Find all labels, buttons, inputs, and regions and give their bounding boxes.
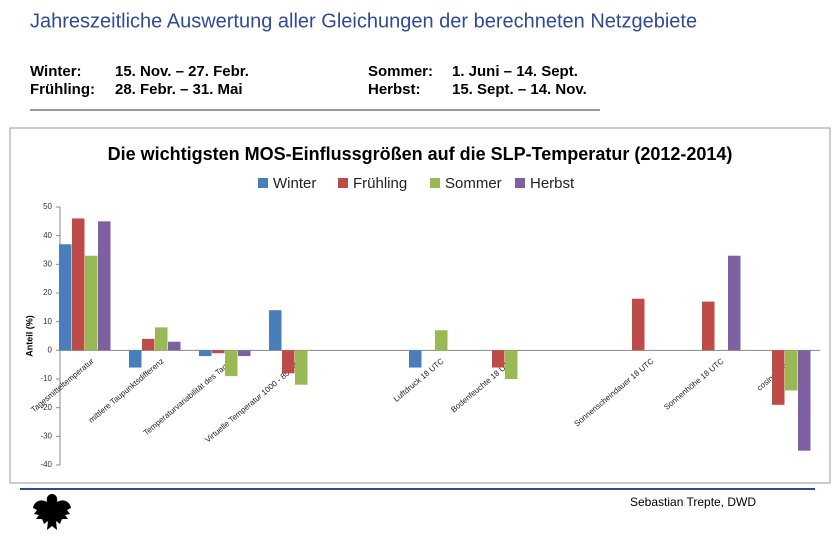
bar	[295, 350, 308, 385]
bar	[505, 350, 518, 379]
legend-label: Sommer	[445, 175, 502, 192]
bar	[238, 350, 251, 357]
bar	[155, 327, 168, 351]
bar	[212, 350, 225, 354]
season-range: 15. Sept. – 14. Nov.	[452, 81, 587, 98]
legend-swatch	[338, 178, 348, 188]
y-tick-label: 40	[43, 231, 52, 240]
season-name: Sommer:	[368, 63, 433, 80]
y-tick-label: -40	[40, 460, 52, 469]
legend-label: Frühling	[353, 175, 407, 192]
season-range: 1. Juni – 14. Sept.	[452, 63, 578, 80]
y-tick-label: 20	[43, 288, 52, 297]
y-tick-label: -20	[40, 403, 52, 412]
bar	[85, 255, 98, 351]
y-tick-label: -30	[40, 431, 52, 440]
season-range: 15. Nov. – 27. Febr.	[115, 63, 249, 80]
bar	[728, 255, 741, 351]
bar	[225, 350, 238, 377]
bar	[798, 350, 811, 451]
bar	[129, 350, 142, 368]
bar	[168, 341, 181, 351]
footer-text: Sebastian Trepte, DWD	[630, 495, 756, 509]
bar	[702, 301, 715, 351]
legend-label: Herbst	[530, 175, 575, 192]
bar	[772, 350, 785, 405]
chart-title: Die wichtigsten MOS-Einflussgrößen auf d…	[108, 144, 733, 164]
y-tick-label: 50	[43, 202, 52, 211]
bar	[632, 298, 645, 351]
legend-swatch	[430, 178, 440, 188]
slide-title: Jahreszeitliche Auswertung aller Gleichu…	[30, 10, 697, 32]
season-name: Frühling:	[30, 81, 95, 98]
season-range: 28. Febr. – 31. Mai	[115, 81, 243, 98]
season-name: Winter:	[30, 63, 82, 80]
bar	[59, 244, 72, 351]
legend-swatch	[515, 178, 525, 188]
bar	[785, 350, 798, 391]
y-tick-label: 10	[43, 317, 52, 326]
y-tick-label: 30	[43, 259, 52, 268]
y-tick-label: -10	[40, 374, 52, 383]
bar	[98, 221, 111, 351]
chart-frame	[9, 127, 831, 484]
season-name: Herbst:	[368, 81, 421, 98]
bar	[199, 350, 212, 357]
bar	[282, 350, 295, 374]
logo	[33, 494, 71, 530]
bar	[269, 310, 282, 351]
y-tick-label: 0	[48, 345, 53, 354]
bar	[142, 338, 155, 351]
legend-swatch	[258, 178, 268, 188]
bar	[72, 218, 85, 351]
legend-label: Winter	[273, 175, 316, 192]
bar	[409, 350, 422, 368]
bar	[435, 330, 448, 351]
y-axis-label: Anteil (%)	[24, 315, 34, 357]
bar	[492, 350, 505, 368]
